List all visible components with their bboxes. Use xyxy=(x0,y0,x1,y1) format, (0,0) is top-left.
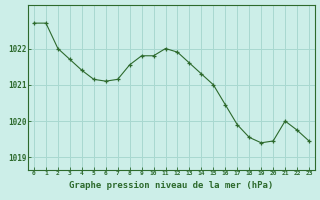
X-axis label: Graphe pression niveau de la mer (hPa): Graphe pression niveau de la mer (hPa) xyxy=(69,181,274,190)
